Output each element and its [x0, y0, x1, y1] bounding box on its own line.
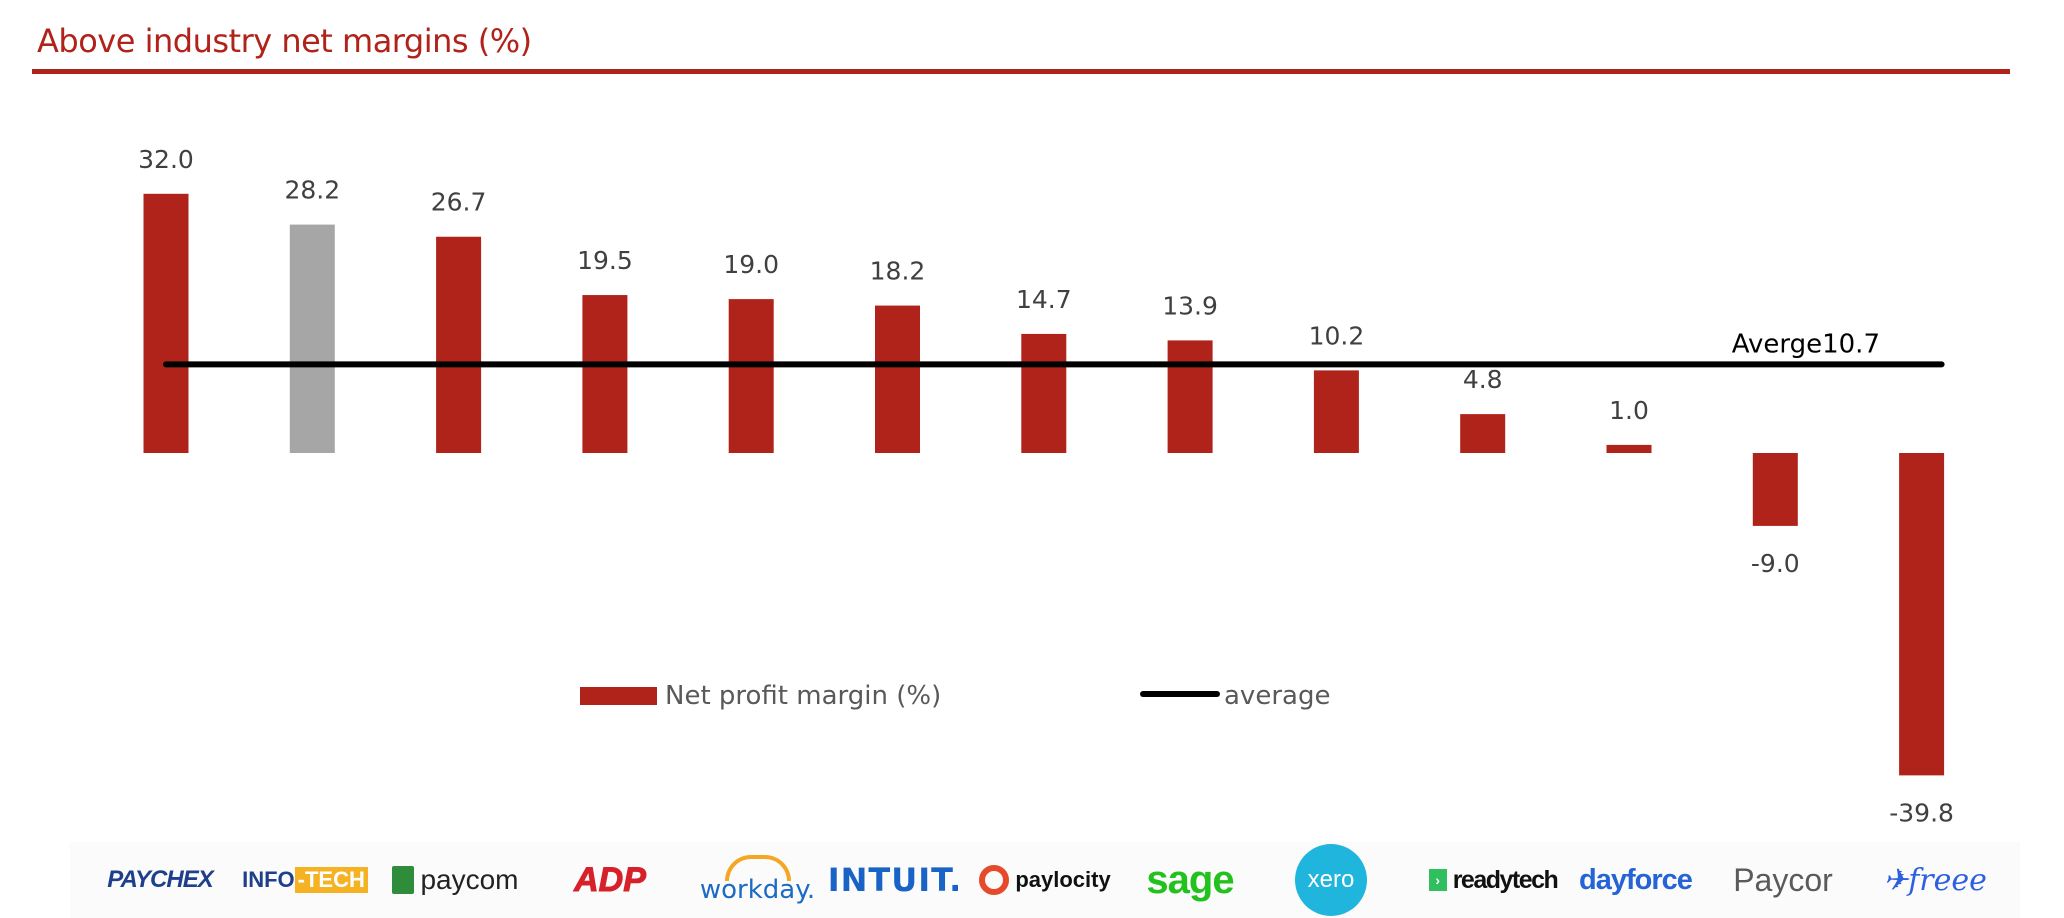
bar-freee [1899, 453, 1945, 776]
bar-sage [1167, 340, 1213, 453]
value-label: 19.0 [723, 250, 779, 279]
value-label: 14.7 [1016, 285, 1072, 314]
company-logos-strip: PAYCHEX INFO -TECH paycom ADP workday. IN… [70, 842, 2020, 918]
bar-workday [728, 299, 774, 453]
bar-intuit [875, 305, 920, 453]
logo-info-tech-a: INFO [242, 867, 295, 892]
chart-title: Above industry net margins (%) [37, 22, 532, 60]
value-label: 10.2 [1309, 321, 1365, 350]
bar-dayforce [1606, 444, 1652, 453]
logo-freee: ✈ freee [1865, 842, 2005, 918]
paylocity-ring-icon [979, 865, 1010, 895]
bar-readytech [1460, 414, 1506, 453]
logo-readytech-text: readytech [1452, 865, 1559, 894]
value-label: 18.2 [870, 257, 926, 286]
value-label: 19.5 [577, 246, 633, 275]
legend-label-net-margin: Net profit margin (%) [665, 681, 941, 711]
value-label: -9.0 [1751, 549, 1800, 578]
bars-group [143, 193, 1945, 776]
bar-info-tech [289, 224, 335, 453]
logo-info-tech-b: -TECH [294, 867, 368, 893]
value-label: -39.8 [1889, 798, 1954, 827]
paycom-mark-icon [392, 866, 415, 894]
logo-xero-circle: xero [1295, 844, 1367, 916]
logo-dayforce: dayforce [1579, 863, 1693, 896]
bar-adp [582, 295, 628, 453]
bar-paychex [143, 193, 189, 454]
value-label: 4.8 [1463, 365, 1503, 394]
bar-paycom [436, 236, 482, 453]
legend-bar-swatch [580, 687, 657, 705]
logo-readytech: › readytech [1418, 842, 1568, 918]
legend: Net profit margin (%) average [580, 681, 1330, 711]
logo-info-tech: INFO -TECH [240, 842, 370, 918]
value-label: 32.0 [138, 145, 194, 174]
logo-paylocity-text: paylocity [1015, 867, 1111, 892]
logo-paycom: paycom [388, 842, 523, 918]
logo-paylocity: paylocity [975, 842, 1115, 918]
value-label: 13.9 [1162, 291, 1218, 320]
bar-chart: 32.0 28.2 26.7 19.5 19.0 18.2 14.7 13.9 10.2 4.8 1… [138, 145, 1954, 828]
freee-bird-icon: ✈ [1883, 862, 1909, 898]
logo-sage: sage [1146, 857, 1234, 902]
legend-label-average: average [1224, 681, 1330, 711]
logo-paycor: Paycor [1733, 861, 1833, 898]
title-underline [32, 69, 2010, 74]
value-label: 26.7 [431, 188, 487, 217]
logo-xero: xero [1293, 842, 1369, 918]
readytech-chevron-icon: › [1428, 869, 1447, 891]
bar-xero [1313, 370, 1359, 453]
average-annotation: Averge10.7 [1732, 329, 1880, 359]
logo-intuit: INTUIT. [827, 861, 963, 899]
value-label: 28.2 [284, 176, 340, 205]
value-label: 1.0 [1609, 396, 1649, 425]
logo-paychex: PAYCHEX [107, 866, 213, 893]
logo-workday-text: workday. [699, 875, 816, 905]
bar-paycor [1752, 453, 1798, 526]
logo-freee-text: freee [1908, 862, 1987, 898]
logo-adp: ADP [574, 860, 647, 899]
value-labels-group: 32.0 28.2 26.7 19.5 19.0 18.2 14.7 13.9 10.2 4.8 1… [138, 145, 1954, 828]
logo-paycom-text: paycom [420, 864, 519, 895]
logo-workday: workday. [695, 842, 820, 918]
bar-paylocity [1021, 333, 1067, 453]
